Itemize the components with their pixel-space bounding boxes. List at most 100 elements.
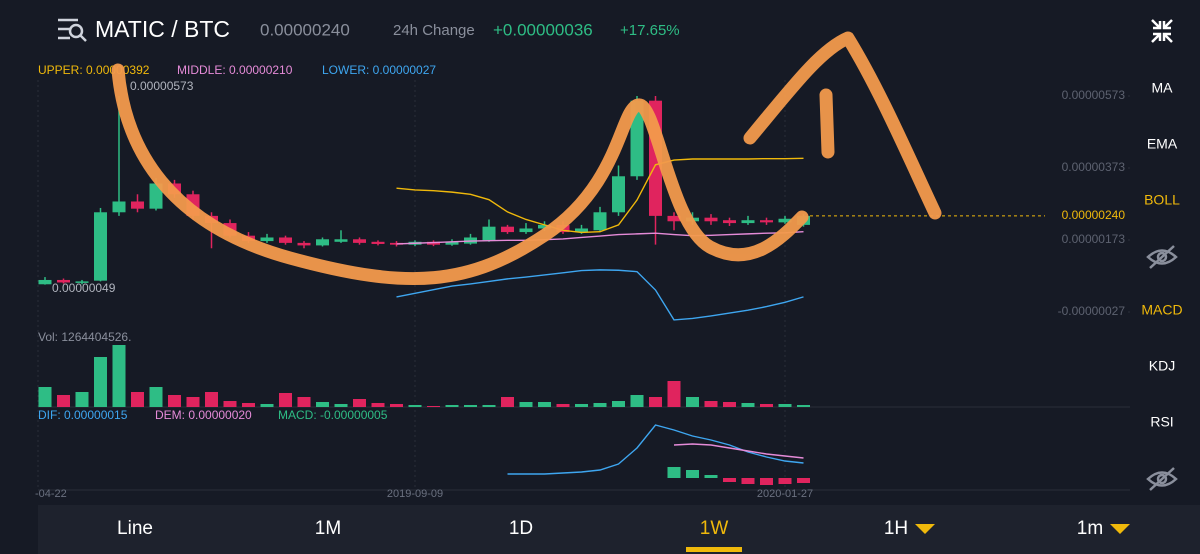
candle-body [519,228,533,233]
candle-body [760,220,773,223]
tab[interactable]: 1H [884,518,908,539]
volume-bar [556,404,570,407]
menu-item[interactable]: BOLL [1144,192,1180,208]
candle-body [149,183,163,209]
macd-label: MACD: -0.00000005 [278,408,388,422]
volume-bar [408,405,422,407]
candle-body [371,241,385,244]
volume-bar [427,406,440,407]
menu-item[interactable]: MA [1152,80,1174,96]
change-percent: +17.65% [620,22,680,39]
volume-bar [704,401,718,407]
volume-bar [686,397,699,407]
menu-item[interactable]: EMA [1147,136,1178,152]
volume-bar [371,403,385,407]
date-label: 2020-01-27 [757,488,813,500]
candle-body [334,239,348,242]
candle-body [279,237,292,243]
volume-bar [94,357,107,407]
volume-bar [482,405,496,407]
volume-bar [316,402,329,407]
candle-body [612,176,625,213]
boll-upper-line [396,157,804,234]
candle-body [667,215,681,222]
tab[interactable]: 1M [315,518,341,539]
volume-bar [612,401,625,407]
dem-line [673,443,804,459]
y-tick-label: 0.00000573 [1062,88,1126,102]
candle-body [501,226,514,233]
volume-bar [186,397,200,407]
volume-bar [667,381,681,407]
macd-bar [686,470,699,478]
macd-bar [667,467,681,478]
volume-bar [538,402,551,407]
menu-item[interactable]: MACD [1141,302,1182,318]
date-label: -04-22 [35,488,67,500]
collapse-icon[interactable] [1151,19,1173,43]
volume-bar [649,397,662,407]
candle-body [75,281,89,283]
menu-item[interactable]: KDJ [1149,358,1175,374]
dropdown-arrow [915,524,935,534]
volume-bar [242,403,255,407]
boll-middle-label: MIDDLE: 0.00000210 [177,63,293,77]
tab-bar [38,505,1200,554]
tab[interactable]: 1D [509,518,533,539]
volume-bar [168,395,181,407]
menu-icon[interactable] [58,18,87,42]
candle-body [575,228,588,233]
hide-icon[interactable] [1146,467,1178,491]
change-label: 24h Change [393,22,475,39]
hide-icon[interactable] [1146,245,1178,269]
volume-bar [75,392,89,407]
candle-body [427,241,440,245]
high-label: 0.00000573 [130,79,194,93]
volume-bar [760,404,773,407]
candle-body [593,212,607,231]
volume-bar [593,403,607,407]
macd-bar [778,478,792,484]
pair-title[interactable]: MATIC / BTC [95,16,230,42]
volume-bar [334,404,348,407]
volume-bar [390,404,403,407]
dropdown-arrow [1110,524,1130,534]
volume-bar [519,402,533,407]
candle-body [778,218,792,223]
tab[interactable]: 1m [1077,518,1103,539]
low-label: 0.00000049 [52,281,116,295]
boll-lower-line [396,269,804,321]
candle-body [94,212,107,281]
scribble [111,31,942,286]
tab[interactable]: Line [117,518,153,539]
macd-bar [797,478,810,483]
volume-bar [353,399,366,407]
candle-body [38,279,52,285]
price-tag: 0.00000240 [1062,208,1126,222]
menu-item[interactable]: RSI [1150,414,1173,430]
candle-body [482,226,496,241]
volume-bar [297,397,311,407]
candle-body [538,224,551,229]
candle-body [260,237,274,242]
volume-bar [112,345,126,407]
volume-bar [260,404,274,407]
dif-label: DIF: 0.00000015 [38,408,128,422]
candle-body [316,239,329,246]
candle-body [445,241,459,245]
volume-bar [205,392,218,407]
boll-upper-label: UPPER: 0.00000392 [38,63,150,77]
candle-body [741,220,755,224]
volume-bar [778,404,792,407]
change-value: +0.00000036 [493,20,593,39]
dem-label: DEM: 0.00000020 [155,408,252,422]
candle-body [297,242,311,246]
boll-middle-line [396,231,804,245]
volume-bar [723,402,736,407]
volume-bar [223,401,237,407]
candle-body [112,201,126,213]
tab-active[interactable]: 1W [700,518,729,539]
macd-bar [723,478,736,482]
volume-bar [445,405,459,407]
